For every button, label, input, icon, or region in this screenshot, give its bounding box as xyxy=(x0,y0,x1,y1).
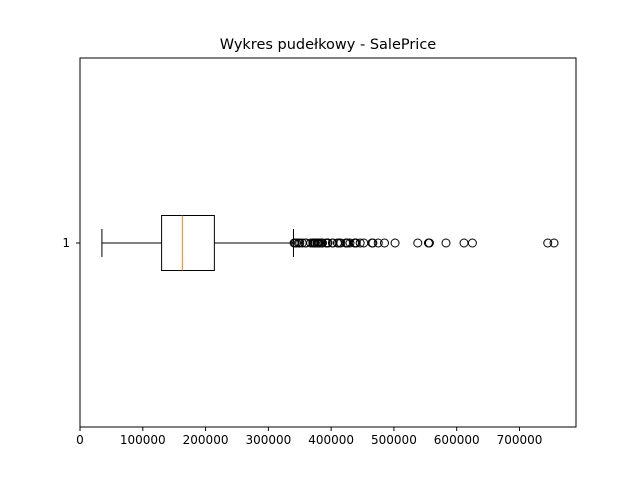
outlier-point xyxy=(543,238,553,248)
outlier-point xyxy=(467,238,477,248)
x-tick-label: 400000 xyxy=(308,433,354,447)
x-tick-label: 100000 xyxy=(120,433,166,447)
outlier-point xyxy=(390,238,400,248)
plot-area-frame xyxy=(79,57,577,428)
x-tick-label: 200000 xyxy=(183,433,229,447)
iqr-box xyxy=(161,215,215,271)
x-tick-label: 500000 xyxy=(371,433,417,447)
outlier-point xyxy=(373,238,383,248)
outlier-point xyxy=(355,238,365,248)
y-axis: 1 xyxy=(62,236,80,250)
data-layer xyxy=(101,215,559,271)
chart-title: Wykres pudełkowy - SalePrice xyxy=(220,37,437,53)
outlier-point xyxy=(336,238,346,248)
x-axis: 0 100000 200000 300000 400000 500000 600000 700… xyxy=(76,427,542,447)
outlier-point xyxy=(424,238,434,248)
outlier-point xyxy=(323,238,333,248)
outlier-point xyxy=(318,238,328,248)
x-tick-label: 600000 xyxy=(434,433,480,447)
outlier-point xyxy=(413,238,423,248)
x-tick-label: 700000 xyxy=(497,433,543,447)
outlier-point xyxy=(345,238,355,248)
x-tick-label: 300000 xyxy=(245,433,291,447)
outlier-point xyxy=(459,238,469,248)
y-tick-label: 1 xyxy=(62,236,70,250)
outlier-point xyxy=(441,238,451,248)
outlier-point xyxy=(380,238,390,248)
outlier-point xyxy=(295,238,305,248)
outlier-point xyxy=(549,238,559,248)
outlier-point xyxy=(368,238,378,248)
x-tick-label: 0 xyxy=(76,433,84,447)
